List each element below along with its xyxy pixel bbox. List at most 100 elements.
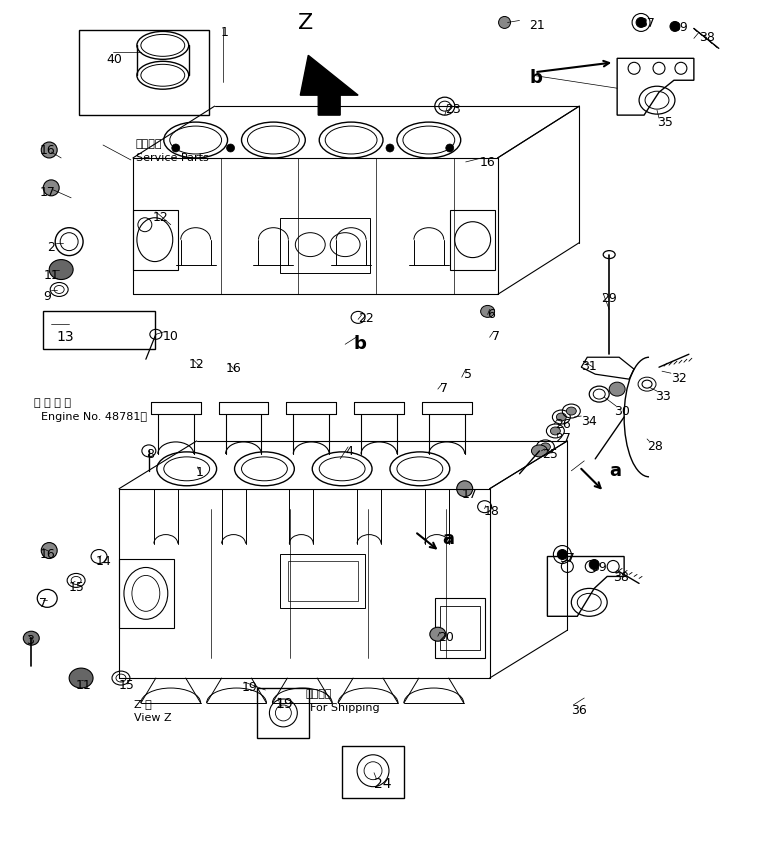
Text: b: b	[529, 69, 542, 87]
Text: For Shipping: For Shipping	[310, 702, 380, 712]
Text: 運搬部品: 運搬部品	[306, 688, 332, 698]
Text: 38: 38	[613, 571, 629, 584]
Text: 25: 25	[542, 447, 558, 460]
Text: Z: Z	[298, 14, 313, 34]
Text: 26: 26	[555, 418, 571, 430]
Ellipse shape	[532, 446, 548, 457]
Text: Z 視: Z 視	[134, 698, 152, 708]
Text: 6: 6	[488, 308, 496, 321]
Bar	[288, 562, 358, 602]
Text: 20: 20	[438, 630, 453, 643]
Text: View Z: View Z	[134, 712, 172, 722]
Text: 3: 3	[26, 634, 34, 647]
Text: 16: 16	[39, 547, 55, 560]
Text: 4: 4	[345, 445, 353, 457]
Text: 38: 38	[699, 31, 715, 45]
Text: 11: 11	[76, 679, 92, 691]
Text: 1: 1	[195, 465, 204, 479]
Text: 16: 16	[39, 143, 55, 157]
Text: 24: 24	[374, 776, 391, 790]
Bar	[342, 746, 404, 798]
Text: 14: 14	[96, 554, 112, 567]
Text: 7: 7	[39, 597, 47, 609]
Text: 33: 33	[655, 390, 671, 403]
Text: b: b	[353, 335, 366, 353]
Text: a: a	[442, 529, 453, 547]
Text: 30: 30	[614, 404, 630, 418]
Text: 23: 23	[445, 103, 460, 116]
Text: 39: 39	[591, 560, 607, 574]
Text: 32: 32	[671, 371, 686, 385]
Bar	[280, 219, 370, 273]
Text: 17: 17	[462, 487, 477, 500]
Ellipse shape	[636, 19, 646, 29]
Ellipse shape	[480, 306, 495, 318]
Text: 22: 22	[358, 312, 374, 325]
Bar	[280, 554, 365, 609]
Ellipse shape	[446, 145, 453, 153]
Text: 7: 7	[440, 381, 448, 395]
Text: 12: 12	[153, 210, 169, 224]
Ellipse shape	[43, 181, 59, 197]
Polygon shape	[300, 57, 358, 116]
Text: 21: 21	[529, 19, 545, 32]
Text: 34: 34	[581, 414, 597, 428]
Text: 40: 40	[106, 53, 122, 67]
Text: 37: 37	[639, 18, 655, 30]
Ellipse shape	[227, 145, 234, 153]
Bar	[43, 312, 155, 350]
Text: 17: 17	[39, 186, 55, 198]
Ellipse shape	[49, 260, 73, 280]
Ellipse shape	[589, 560, 599, 570]
Bar	[440, 607, 480, 651]
Text: 13: 13	[56, 330, 74, 344]
Text: 27: 27	[555, 431, 571, 445]
Text: Engine No. 48781～: Engine No. 48781～	[41, 412, 147, 421]
Text: 補給部品: 補給部品	[136, 139, 162, 149]
Text: 19: 19	[241, 680, 257, 693]
Ellipse shape	[386, 145, 394, 153]
Text: 11: 11	[43, 268, 59, 281]
Ellipse shape	[670, 23, 680, 32]
Ellipse shape	[558, 550, 568, 560]
Text: 8: 8	[146, 447, 154, 460]
Text: 12: 12	[188, 358, 205, 371]
Bar	[119, 559, 174, 629]
Ellipse shape	[69, 668, 93, 688]
Text: 1: 1	[221, 26, 228, 40]
Text: Service Parts: Service Parts	[136, 153, 208, 163]
Text: 31: 31	[581, 360, 597, 373]
Text: 39: 39	[672, 21, 688, 35]
Bar	[133, 210, 178, 270]
Text: 9: 9	[43, 290, 51, 303]
Text: 7: 7	[492, 330, 499, 343]
Ellipse shape	[566, 408, 576, 415]
Bar	[257, 688, 309, 738]
Text: 35: 35	[657, 116, 673, 129]
Ellipse shape	[41, 143, 57, 159]
Text: 28: 28	[647, 440, 663, 452]
Bar	[435, 598, 485, 658]
Ellipse shape	[430, 627, 446, 641]
Ellipse shape	[172, 145, 180, 153]
Text: 19: 19	[276, 696, 293, 710]
Text: 16: 16	[225, 362, 241, 375]
Ellipse shape	[499, 18, 510, 30]
Ellipse shape	[41, 543, 57, 559]
Text: 5: 5	[463, 368, 472, 381]
Text: 15: 15	[69, 581, 85, 593]
Bar	[79, 31, 208, 116]
Ellipse shape	[609, 382, 625, 397]
Text: 16: 16	[480, 156, 496, 169]
Ellipse shape	[23, 631, 39, 646]
Text: 10: 10	[163, 330, 178, 343]
Ellipse shape	[551, 427, 561, 436]
Text: 37: 37	[559, 551, 575, 564]
Ellipse shape	[457, 481, 473, 497]
Bar	[450, 210, 495, 270]
Text: 15: 15	[119, 679, 135, 691]
Text: 18: 18	[483, 504, 499, 517]
Text: a: a	[609, 462, 621, 479]
Ellipse shape	[541, 443, 551, 452]
Text: 2: 2	[47, 241, 55, 253]
